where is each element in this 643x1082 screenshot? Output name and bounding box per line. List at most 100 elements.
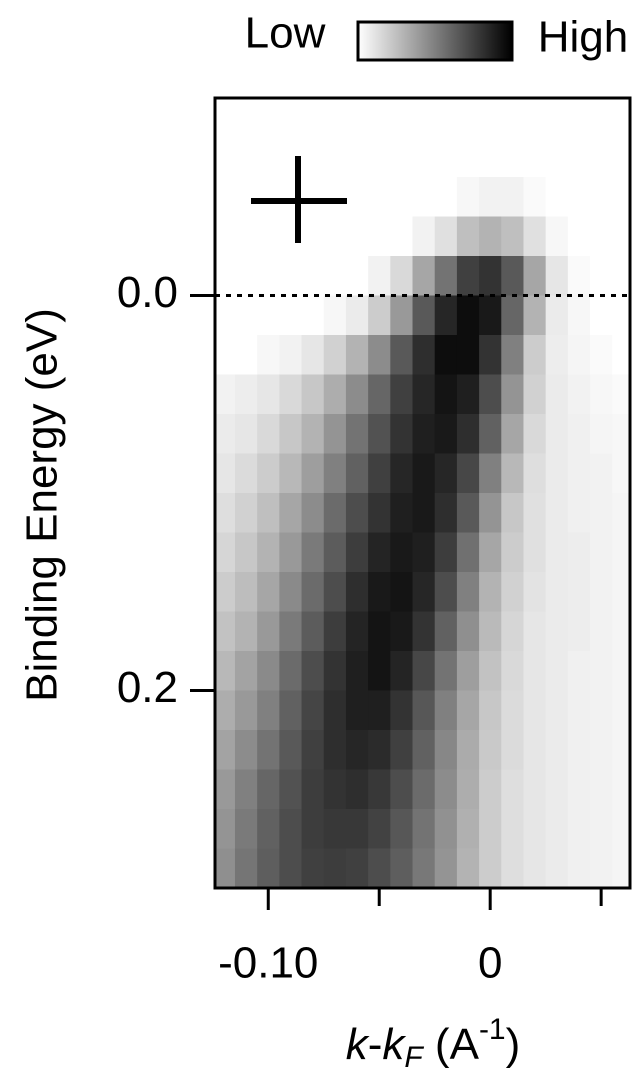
heatmap-cell — [257, 256, 280, 297]
heatmap-cell — [479, 177, 502, 218]
heatmap-cell — [434, 651, 458, 692]
heatmap-cell — [545, 730, 569, 771]
heatmap-cell — [412, 769, 436, 810]
heatmap-cell — [390, 374, 414, 415]
heatmap-cell — [479, 216, 502, 257]
heatmap-cell — [612, 730, 630, 771]
heatmap-cell — [301, 611, 325, 652]
heatmap-cell — [345, 335, 369, 376]
heatmap-cell — [434, 216, 458, 257]
heatmap-cell — [412, 572, 436, 613]
heatmap-cell — [279, 690, 303, 731]
heatmap-cell — [390, 848, 414, 888]
heatmap-cell — [501, 532, 525, 573]
heatmap-cell — [412, 137, 436, 178]
x-tick-label: 0 — [478, 939, 502, 988]
heatmap-cell — [301, 137, 325, 178]
heatmap-cell — [501, 216, 525, 257]
heatmap-cell — [590, 137, 613, 178]
heatmap-cell — [390, 532, 414, 573]
heatmap-cell — [612, 611, 630, 652]
heatmap-cell — [412, 690, 436, 731]
heatmap-cell — [257, 493, 280, 534]
x-label-part: F — [404, 1041, 424, 1074]
heatmap-cell — [390, 414, 414, 455]
heatmap-cell — [345, 532, 369, 573]
heatmap-cell — [590, 453, 613, 494]
heatmap-cell — [215, 453, 236, 494]
heatmap-cell — [412, 295, 436, 336]
heatmap-cell — [434, 177, 458, 218]
heatmap-cell — [234, 532, 258, 573]
heatmap-cell — [590, 809, 613, 850]
heatmap-cell — [456, 335, 480, 376]
heatmap-cell — [234, 730, 258, 771]
heatmap-cell — [390, 651, 414, 692]
heatmap-cell — [257, 335, 280, 376]
heatmap-cell — [257, 295, 280, 336]
heatmap-cell — [567, 532, 591, 573]
heatmap-cell — [456, 572, 480, 613]
heatmap-cell — [501, 374, 525, 415]
heatmap-cell — [523, 414, 547, 455]
heatmap-cell — [390, 690, 414, 731]
heatmap-cell — [434, 809, 458, 850]
heatmap-cell — [323, 137, 347, 178]
heatmap-cell — [567, 651, 591, 692]
heatmap-cell — [479, 453, 502, 494]
heatmap-cell — [234, 335, 258, 376]
heatmap-cell — [479, 809, 502, 850]
heatmap-cell — [345, 256, 369, 297]
heatmap-cell — [567, 414, 591, 455]
heatmap-cell — [523, 848, 547, 888]
heatmap-cell — [434, 690, 458, 731]
heatmap-cell — [590, 414, 613, 455]
heatmap-cell — [390, 137, 414, 178]
heatmap-cell — [279, 651, 303, 692]
heatmap-cell — [523, 809, 547, 850]
heatmap-cell — [545, 256, 569, 297]
heatmap-cell — [279, 730, 303, 771]
heatmap-cell — [368, 177, 391, 218]
heatmap-cell — [523, 730, 547, 771]
y-tick-label: 0.0 — [117, 268, 178, 317]
heatmap-cell — [323, 493, 347, 534]
heatmap-cell — [434, 572, 458, 613]
heatmap-cell — [590, 532, 613, 573]
heatmap-cell — [590, 611, 613, 652]
heatmap-cell — [501, 690, 525, 731]
heatmap-cell — [590, 374, 613, 415]
heatmap-cell — [234, 848, 258, 888]
heatmap-cell — [590, 730, 613, 771]
heatmap-cell — [567, 137, 591, 178]
heatmap-cell — [523, 137, 547, 178]
heatmap-cell — [257, 374, 280, 415]
heatmap-cell — [345, 493, 369, 534]
heatmap-cell — [234, 374, 258, 415]
heatmap-cell — [590, 295, 613, 336]
heatmap-cell — [545, 769, 569, 810]
heatmap-cell — [456, 295, 480, 336]
heatmap-cell — [323, 532, 347, 573]
heatmap-cell — [612, 690, 630, 731]
heatmap-cell — [234, 651, 258, 692]
heatmap-cell — [545, 611, 569, 652]
heatmap-cell — [234, 137, 258, 178]
heatmap-cell — [215, 769, 236, 810]
heatmap-cell — [567, 374, 591, 415]
heatmap-cell — [434, 374, 458, 415]
heatmap-cell — [412, 532, 436, 573]
heatmap-cell — [301, 651, 325, 692]
heatmap-cell — [412, 335, 436, 376]
heatmap-cell — [390, 256, 414, 297]
heatmap-cell — [345, 98, 369, 139]
heatmap-cell — [412, 414, 436, 455]
heatmap-cell — [612, 651, 630, 692]
heatmap-cell — [567, 177, 591, 218]
heatmap-cell — [301, 809, 325, 850]
heatmap-cell — [368, 730, 391, 771]
heatmap-cell — [368, 848, 391, 888]
heatmap-cell — [257, 730, 280, 771]
heatmap-cell — [545, 295, 569, 336]
heatmap-cell — [215, 295, 236, 336]
